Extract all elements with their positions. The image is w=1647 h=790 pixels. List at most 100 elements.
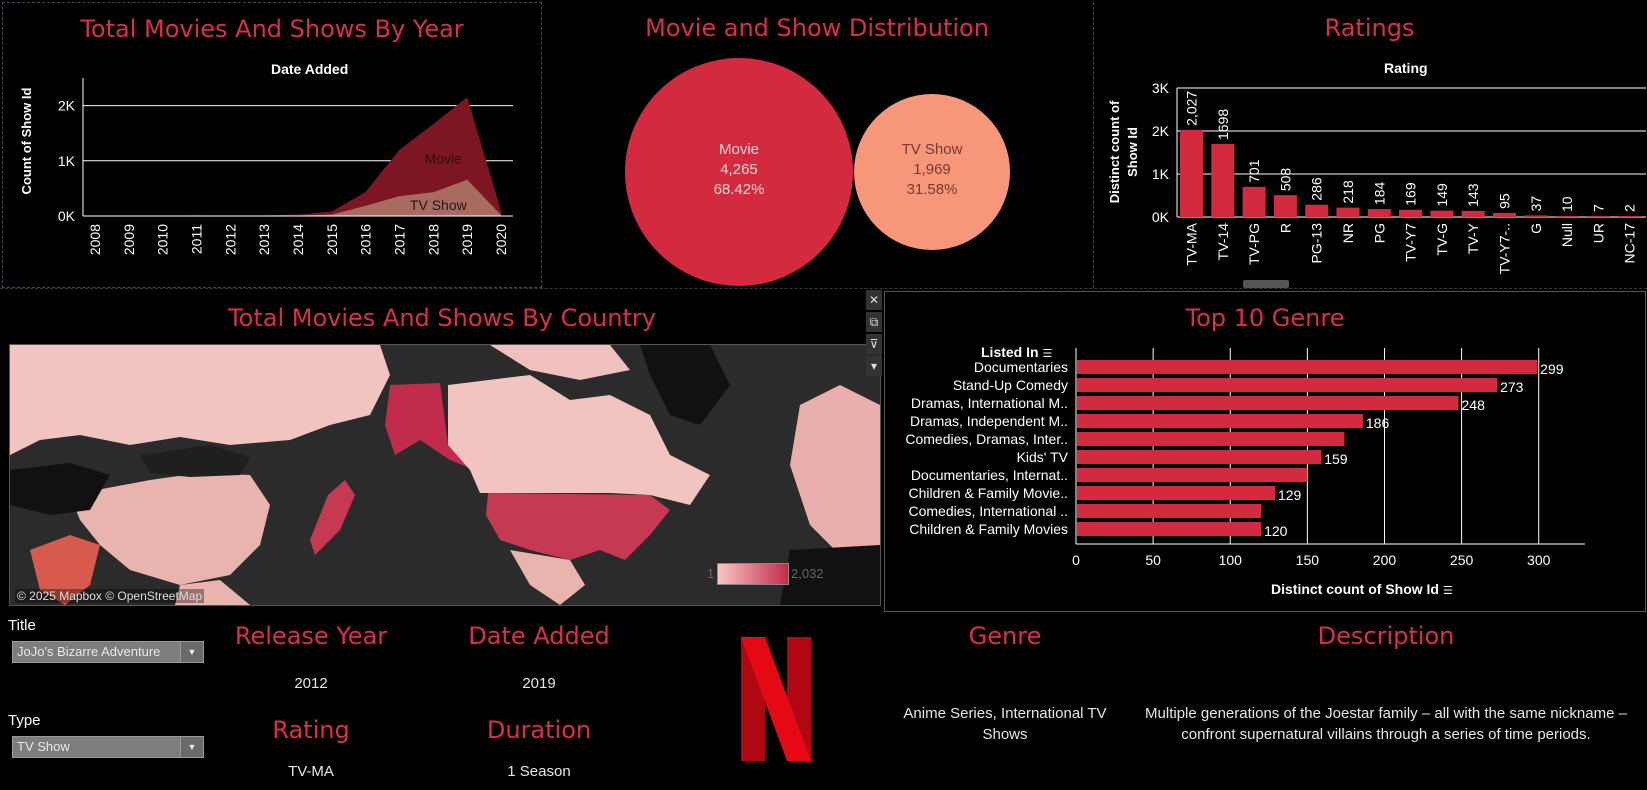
genre-detail-label: Genre <box>968 622 1042 650</box>
rating-bar-label: 701 <box>1246 159 1262 183</box>
legend-gradient <box>717 563 789 585</box>
x-tick-label: 2015 <box>324 224 340 255</box>
distribution-title: Movie and Show Distribution <box>645 14 989 42</box>
genre-bar-label: 159 <box>1324 451 1348 467</box>
sort-icon[interactable]: ☰ <box>1442 585 1453 597</box>
map-alaska[interactable] <box>385 383 475 470</box>
duration-value: 1 Season <box>507 763 571 780</box>
rating-category-label: Null <box>1559 223 1575 247</box>
rating-bar-label: 218 <box>1340 180 1356 204</box>
map-united-states[interactable] <box>486 493 670 560</box>
rating-category-label: NR <box>1340 223 1356 243</box>
ratings-chart-plot[interactable]: 0K 1K 2K 3K 2,027 TV-MA 1698 TV-14 701 TV-PG 508 R 2… <box>1152 80 1646 274</box>
map-africa[interactable] <box>780 545 880 605</box>
filter-icon[interactable]: ⊽ <box>866 334 882 354</box>
country-map[interactable]: © 2025 Mapbox © OpenStreetMap 1 2,032 <box>9 344 881 606</box>
genre-bar-label: 129 <box>1278 487 1302 503</box>
top-row-divider <box>0 288 1647 289</box>
map-southeast-asia[interactable] <box>175 580 250 605</box>
tv-show-series-label: TV Show <box>410 197 468 213</box>
genre-chart-plot[interactable]: 0 50 100 150 200 250 300 Documentaries 299 Stand-… <box>905 348 1585 568</box>
x-tick-label: 2014 <box>290 224 306 255</box>
duration-label: Duration <box>486 716 592 744</box>
dropdown-icon[interactable]: ▾ <box>866 356 882 376</box>
genre-bar <box>1077 432 1345 446</box>
rating-category-label: TV-PG <box>1246 223 1262 265</box>
year-chart-title: Total Movies And Shows By Year <box>80 15 464 43</box>
rating-bar <box>1273 195 1297 217</box>
rating-category-label: R <box>1277 223 1293 233</box>
x-tick-label: 2020 <box>493 224 509 255</box>
genre-detail-value: Anime Series, International TV Shows <box>903 705 1107 743</box>
popout-icon[interactable]: ⧉ <box>866 312 882 332</box>
map-arctic-islands[interactable] <box>490 345 630 380</box>
genre-bar-label: 299 <box>1540 361 1564 377</box>
rating-category-label: TV-G <box>1434 223 1450 256</box>
map-mongolia[interactable] <box>140 445 250 477</box>
x-tick-label: 2008 <box>87 224 103 255</box>
genre-category-label: Kids' TV <box>1017 449 1069 465</box>
ratings-header: Rating <box>1384 60 1428 76</box>
rating-bar-label: 95 <box>1497 193 1513 209</box>
year-chart-plot[interactable]: 0K 1K 2K Movie TV Show 2008 2009 2010 2011 2012 20… <box>58 78 513 255</box>
tv-bubble-pct: 31.58% <box>907 181 958 198</box>
rating-bar <box>1555 216 1579 217</box>
close-icon[interactable]: ✕ <box>866 290 882 310</box>
genre-header: Listed In ☰ <box>981 344 1052 360</box>
ratings-ylabel-line2: Show Id <box>1125 127 1140 177</box>
scroll-handle[interactable] <box>1243 280 1289 288</box>
x-tick-label: 2018 <box>425 224 441 255</box>
ratings-title: Ratings <box>1324 14 1415 42</box>
chevron-down-icon[interactable]: ▼ <box>180 737 203 757</box>
rating-category-label: TV-Y7 <box>1403 223 1419 262</box>
ratings-panel: Ratings Rating Distinct count of Show Id… <box>1093 2 1646 288</box>
rating-bar-label: 10 <box>1559 196 1575 212</box>
genre-category-label: Children & Family Movies <box>909 521 1068 537</box>
type-filter-select[interactable]: TV Show ▼ <box>12 736 204 758</box>
description-value: Multiple generations of the Joestar fami… <box>1145 705 1627 743</box>
x-tick-label: 2013 <box>256 224 272 255</box>
rating-value: TV-MA <box>288 763 334 780</box>
map-india[interactable] <box>30 535 100 605</box>
map-mexico[interactable] <box>510 550 585 605</box>
genre-bar <box>1077 378 1498 392</box>
rating-category-label: NC-17 <box>1622 223 1638 264</box>
tv-show-bubble[interactable]: TV Show 1,969 31.58% <box>854 94 1010 250</box>
date-added-label: Date Added <box>468 622 610 650</box>
map-color-legend: 1 2,032 <box>707 563 837 585</box>
title-filter-select[interactable]: JoJo's Bizarre Adventure ▼ <box>12 641 204 663</box>
rating-category-label: G <box>1528 223 1544 234</box>
genre-category-label: Documentaries <box>974 359 1068 375</box>
type-filter-label: Type <box>8 712 41 729</box>
year-chart-header: Date Added <box>271 61 349 77</box>
x-tick-label: 150 <box>1296 552 1320 568</box>
map-russia[interactable] <box>10 345 390 455</box>
rating-category-label: TV-Y <box>1465 222 1481 254</box>
y-tick-label: 0K <box>1152 209 1170 225</box>
map-attribution[interactable]: © 2025 Mapbox © OpenStreetMap <box>15 589 205 603</box>
genre-category-label: Dramas, International M.. <box>911 395 1068 411</box>
genre-bar <box>1077 522 1262 536</box>
rating-category-label: PG-13 <box>1309 223 1325 264</box>
map-china[interactable] <box>70 473 270 585</box>
tv-bubble-count: 1,969 <box>913 161 951 178</box>
map-japan[interactable] <box>310 480 355 555</box>
x-tick-label: 100 <box>1219 552 1243 568</box>
map-europe[interactable] <box>790 385 880 555</box>
sort-icon[interactable]: ☰ <box>1042 348 1053 360</box>
rating-bar <box>1211 143 1235 217</box>
genre-bar <box>1077 360 1538 374</box>
chevron-down-icon[interactable]: ▼ <box>180 642 203 662</box>
genre-category-label: Dramas, Independent M.. <box>910 413 1068 429</box>
y-tick-label: 2K <box>1152 123 1170 139</box>
map-greenland[interactable] <box>640 345 730 425</box>
title-filter-label: Title <box>8 617 36 634</box>
map-central-asia[interactable] <box>10 463 110 515</box>
movie-bubble[interactable]: Movie 4,265 68.42% <box>625 58 853 286</box>
rating-bar <box>1305 204 1329 217</box>
map-canada[interactable] <box>448 375 710 505</box>
x-tick-label: 50 <box>1145 552 1161 568</box>
movie-bubble-label: Movie <box>719 141 759 158</box>
rating-category-label: TV-14 <box>1215 223 1231 261</box>
genre-bar-label: 120 <box>1264 523 1288 539</box>
